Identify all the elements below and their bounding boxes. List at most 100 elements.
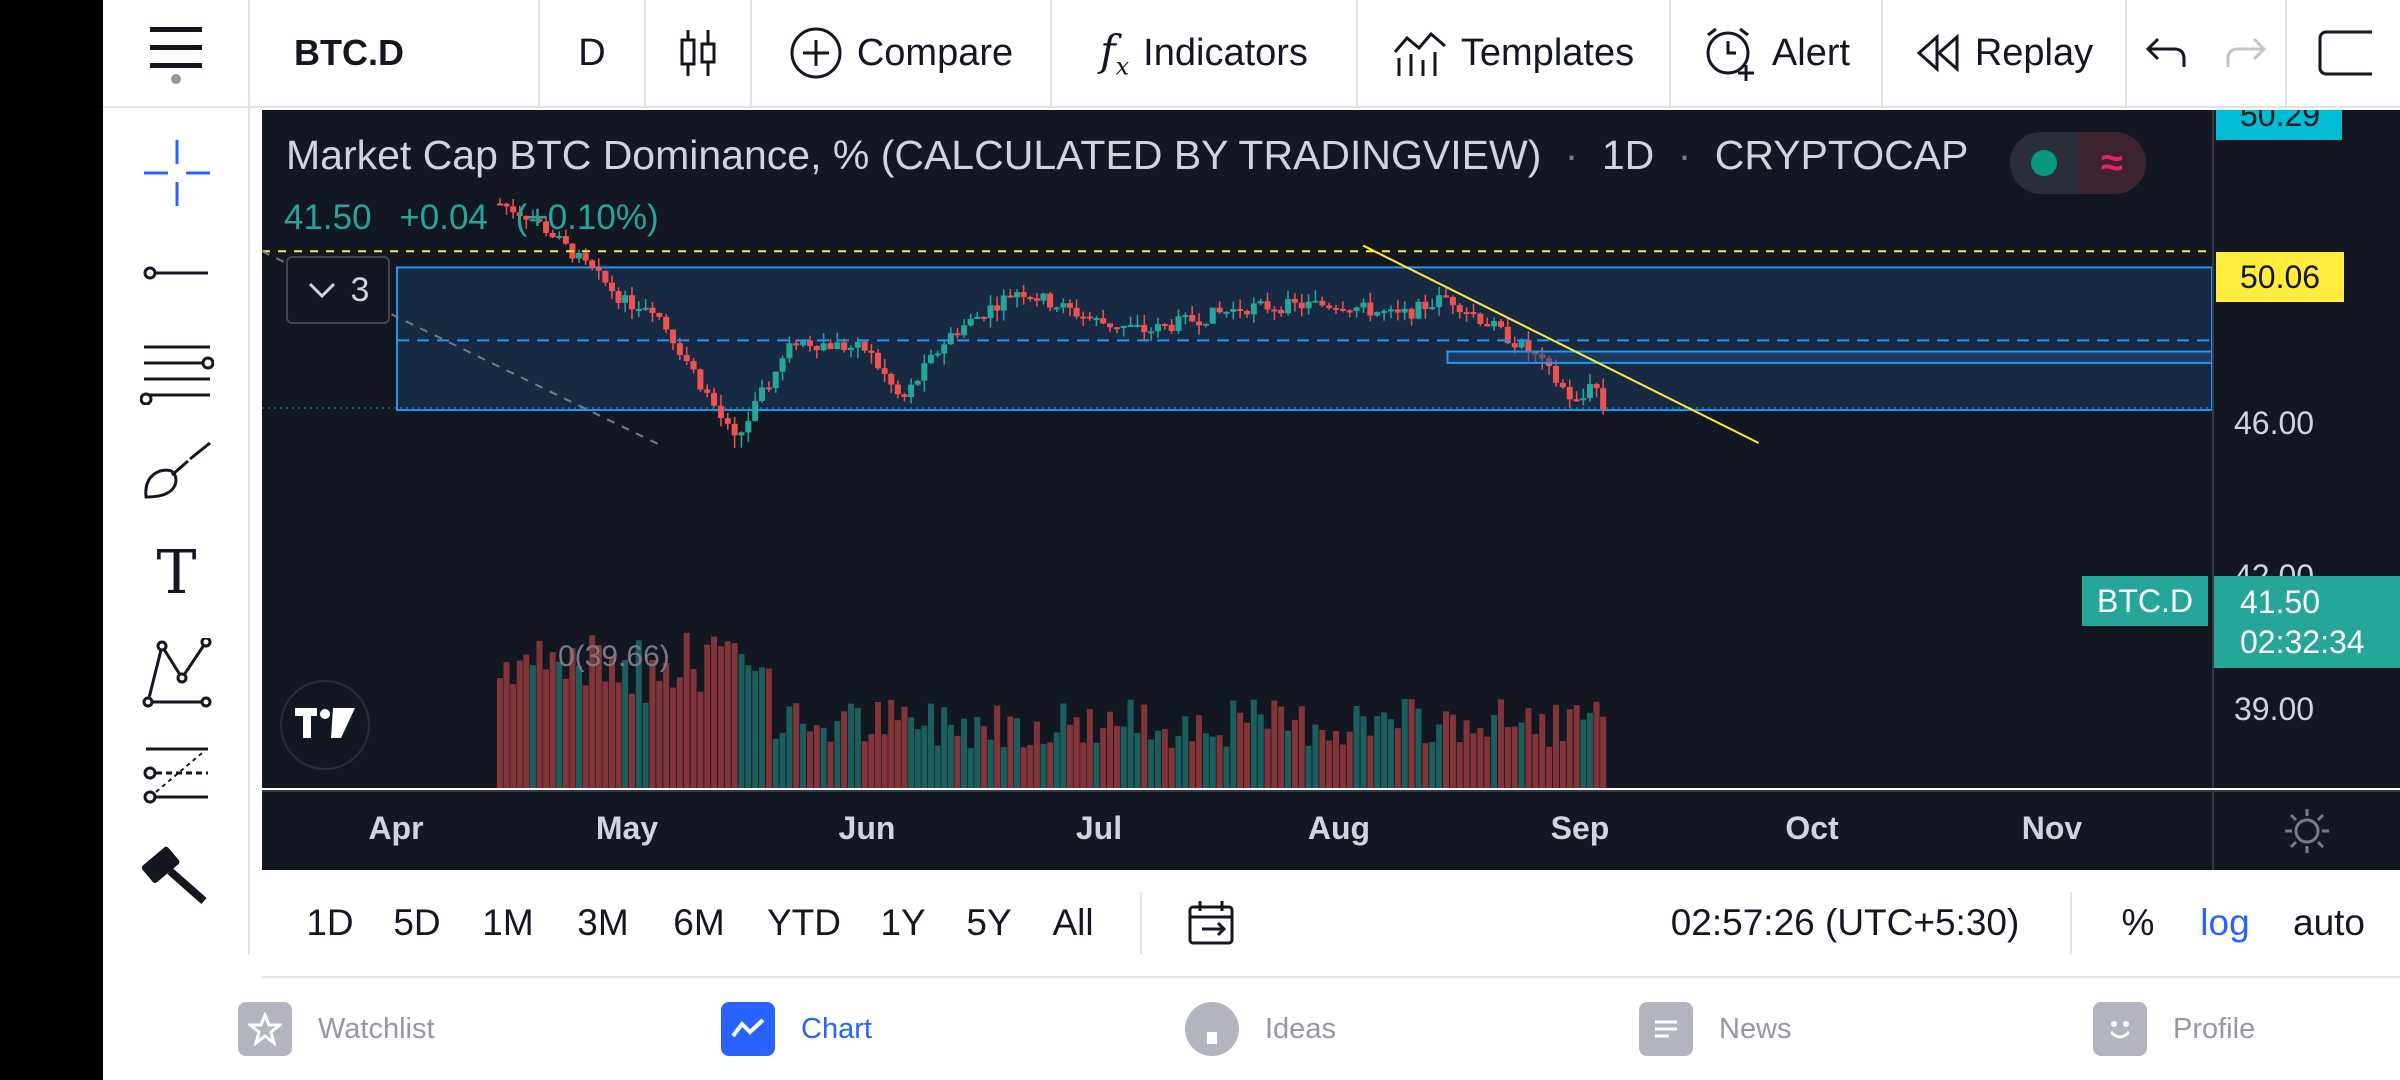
hamburger-icon [149, 27, 202, 84]
candle-body [1141, 324, 1148, 333]
fib-tool[interactable] [103, 328, 250, 418]
market-status[interactable]: ≈ [2010, 132, 2146, 194]
range-label: All [1052, 902, 1094, 943]
indicators-button[interactable]: fx Indicators [1052, 0, 1358, 106]
percent-scale-toggle[interactable]: % [2122, 870, 2155, 976]
templates-button[interactable]: Templates [1358, 0, 1671, 106]
range-ytd[interactable]: YTD [767, 870, 841, 976]
symbol-search-button[interactable]: BTC.D [250, 0, 540, 106]
volume-bar [994, 705, 1001, 788]
candle-body [941, 344, 948, 354]
candle-body [1257, 301, 1264, 304]
tv-logo-icon [295, 708, 355, 738]
replay-button[interactable]: Replay [1883, 0, 2127, 106]
range-5d[interactable]: 5D [393, 870, 440, 976]
pattern-icon [142, 638, 211, 708]
volume-bar [921, 725, 928, 788]
volume-bar [813, 725, 820, 788]
candle-body [649, 307, 656, 314]
redo-icon[interactable] [2224, 35, 2268, 71]
volume-bar [1073, 717, 1080, 788]
volume-bar [1250, 699, 1257, 788]
volume-bar [827, 741, 834, 788]
candle-body [1374, 312, 1381, 316]
volume-bar [1491, 715, 1498, 788]
undo-icon[interactable] [2144, 35, 2188, 71]
forecast-icon [143, 747, 208, 804]
volume-bar [1559, 740, 1566, 788]
volume-bar [759, 667, 766, 788]
candle-body [562, 236, 569, 244]
hammer-tool[interactable] [103, 828, 250, 918]
range-label: 5Y [966, 902, 1012, 943]
candle-body [1175, 316, 1182, 331]
volume-bar [881, 734, 888, 788]
chart-settings-button[interactable] [2212, 790, 2400, 870]
menu-button[interactable] [103, 0, 250, 106]
volume-bar [1285, 730, 1292, 788]
compare-button[interactable]: Compare [752, 0, 1052, 106]
timezone-clock[interactable]: 02:57:26 (UTC+5:30) [1671, 870, 2020, 976]
candle-body [987, 305, 994, 319]
legend-collapse-button[interactable]: 3 [286, 256, 390, 324]
range-3m[interactable]: 3M [577, 870, 628, 976]
candle-body [1456, 305, 1463, 312]
crosshair-tool[interactable] [103, 128, 250, 218]
trend-line-tool[interactable] [103, 228, 250, 318]
percent-label: % [2121, 902, 2155, 943]
smiley-icon [2093, 1002, 2147, 1056]
volume-bar [1257, 714, 1264, 788]
volume-bar [1401, 699, 1408, 788]
nav-watchlist[interactable]: Watchlist [238, 978, 435, 1080]
price-scale[interactable]: 50.29 50.06 46.00 42.00 39.00 41.50 02:3… [2212, 110, 2400, 788]
tradingview-logo[interactable] [280, 680, 370, 770]
volume-bar [1442, 711, 1449, 788]
candle-body [827, 343, 834, 350]
chart-pane[interactable]: Market Cap BTC Dominance, % (CALCULATED … [262, 110, 2212, 788]
nav-profile[interactable]: Profile [2093, 978, 2255, 1080]
text-tool[interactable]: T [103, 528, 250, 618]
indicators-label: Indicators [1143, 31, 1308, 74]
settings-sun-icon [2285, 809, 2329, 853]
chart-type-button[interactable] [646, 0, 752, 106]
alert-button[interactable]: Alert [1671, 0, 1883, 106]
log-scale-toggle[interactable]: log [2200, 870, 2249, 976]
volume-bar [1312, 724, 1319, 788]
volume-bar [908, 717, 915, 788]
range-5y[interactable]: 5Y [966, 870, 1011, 976]
range-6m[interactable]: 6M [673, 870, 724, 976]
time-axis[interactable]: Apr May Jun Jul Aug Sep Oct Nov [262, 790, 2212, 870]
layout-button[interactable] [2287, 0, 2400, 106]
legend-exchange: CRYPTOCAP [1714, 132, 1969, 178]
range-all[interactable]: All [1052, 870, 1093, 976]
brush-tool[interactable] [103, 428, 250, 518]
nav-chart[interactable]: Chart [721, 978, 872, 1080]
forecast-tool[interactable] [103, 728, 250, 818]
pattern-tool[interactable] [103, 628, 250, 718]
volume-bar [961, 718, 968, 788]
candle-body [848, 347, 855, 351]
goto-date-button[interactable] [1186, 870, 1238, 976]
range-1m[interactable]: 1M [482, 870, 533, 976]
nav-news[interactable]: News [1639, 978, 1792, 1080]
candle-body [759, 387, 766, 401]
candle-body [1271, 309, 1278, 312]
legend-values: 41.50 +0.04 (+0.10%) [284, 198, 677, 238]
volume-bar [529, 665, 536, 788]
volume-bar [1539, 714, 1546, 788]
legend-title-row: Market Cap BTC Dominance, % (CALCULATED … [286, 132, 1968, 179]
candle-body [1120, 325, 1127, 328]
candle-body [1291, 298, 1298, 303]
volume-bar [841, 711, 848, 788]
volume-bar [1497, 699, 1504, 788]
candle-body [1353, 307, 1360, 312]
range-1d[interactable]: 1D [306, 870, 353, 976]
candle-body [1093, 318, 1100, 321]
candle-body [934, 353, 941, 356]
collapsed-count: 3 [350, 270, 370, 309]
interval-button[interactable]: D [540, 0, 646, 106]
candle-body [1600, 388, 1607, 410]
nav-ideas[interactable]: Ideas [1185, 978, 1336, 1080]
range-1y[interactable]: 1Y [880, 870, 925, 976]
auto-scale-toggle[interactable]: auto [2293, 870, 2365, 976]
